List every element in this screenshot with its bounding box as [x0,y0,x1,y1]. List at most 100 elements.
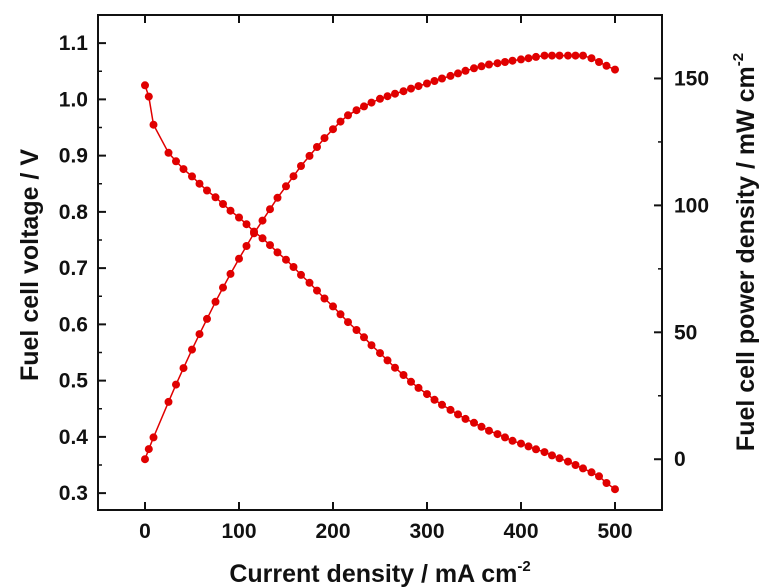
voltage-data-point [391,363,399,372]
voltage-data-point [508,436,517,445]
series-layer [141,51,619,494]
voltage-data-point [407,377,415,386]
axis-tick-labels: 0 100 200 300 400 5000.30.40.50.60.70.80.91.0… [59,32,709,543]
y-left-tick-label: 0.7 [59,257,88,280]
power-density-data-point [454,69,462,78]
power-density-data-point [336,117,345,126]
power-density-data-point [305,151,314,160]
voltage-data-point [532,445,540,454]
y-left-tick-label: 1.1 [59,32,89,55]
voltage-data-point [273,248,282,257]
plot-frame [97,14,663,511]
power-density-data-point [423,79,431,88]
voltage-data-point [540,448,549,457]
power-density-data-point [273,193,282,202]
voltage-data-point [477,422,486,431]
power-density-data-point [195,330,204,339]
power-density-data-point [485,60,493,69]
power-density-data-point [352,106,361,115]
voltage-data-point [211,193,220,202]
power-density-data-point [579,51,587,60]
power-density-data-point [188,345,196,354]
voltage-data-point [414,383,423,392]
y-left-tick-label: 0.8 [59,201,89,224]
x-tick-label: 100 [221,520,256,543]
power-density-data-point [203,314,211,323]
voltage-data-point [289,263,298,271]
power-density-data-point [242,242,251,250]
voltage-data-point [461,414,470,423]
power-density-data-point [164,397,173,406]
y-right-tick-label: 150 [674,67,709,90]
power-density-data-point [149,433,158,442]
voltage-data-point [164,148,173,157]
power-density-data-point [282,182,290,191]
power-density-data-point [595,58,603,66]
power-density-data-point [172,380,180,389]
voltage-data-point [336,310,345,319]
voltage-data-point [595,472,603,481]
power-density-data-point [517,55,525,64]
power-density-data-point [313,143,321,151]
power-density-data-point [461,66,470,75]
power-density-data-point [235,254,243,263]
y-axis-title-right: Fuel cell power density / mW cm-2 [730,53,760,451]
power-density-data-point [532,52,540,61]
voltage-series-line [144,85,616,490]
y-left-tick-label: 0.3 [59,482,88,505]
voltage-data-point [430,395,439,404]
x-tick-label: 200 [315,520,350,543]
voltage-data-point [454,410,462,419]
voltage-data-point [517,439,525,448]
power-density-data-point [493,59,502,68]
voltage-data-point [235,213,243,222]
voltage-data-point [320,294,329,303]
power-density-data-point [211,297,220,306]
power-density-data-point [438,74,446,83]
power-density-data-point [587,54,596,63]
voltage-data-point [493,430,502,439]
power-density-data-point [297,162,305,170]
voltage-data-point [141,81,149,90]
voltage-data-point [438,400,446,409]
power-density-data-point [329,125,337,134]
voltage-data-point [305,278,314,287]
power-density-data-point [508,56,517,65]
power-density-data-point [611,65,619,74]
voltage-data-point [226,206,235,215]
y-right-tick-label: 100 [674,194,709,217]
voltage-data-point [571,461,580,469]
voltage-data-point [360,333,368,342]
axis-ticks [98,15,662,510]
voltage-data-point [555,454,564,463]
power-density-data-point [376,94,384,103]
voltage-data-point [602,479,611,487]
voltage-data-point [172,157,180,166]
y-left-tick-label: 0.4 [59,426,89,449]
power-density-series-line [144,54,616,460]
voltage-data-point [329,302,337,311]
voltage-data-point [501,433,509,442]
power-density-data-point [564,51,572,60]
voltage-data-point [446,405,455,414]
y-right-tick-label: 0 [674,448,686,471]
power-density-data-point [399,87,408,96]
power-density-data-point [407,84,415,93]
power-density-data-point [383,92,392,101]
power-density-data-point [141,455,149,464]
voltage-data-point [195,179,204,188]
power-density-data-point [430,77,439,85]
voltage-data-point [149,120,158,129]
voltage-data-point [367,341,376,350]
voltage-data-point [399,371,408,379]
voltage-data-point [548,451,556,460]
power-density-data-point [446,71,455,80]
plot-area-border [97,14,663,511]
voltage-data-point [587,468,596,477]
power-density-data-point [571,51,580,60]
power-density-data-point [602,61,611,70]
power-density-data-point [266,205,274,214]
power-density-data-point [320,134,329,143]
voltage-data-point [352,326,361,334]
voltage-data-point [179,165,188,174]
